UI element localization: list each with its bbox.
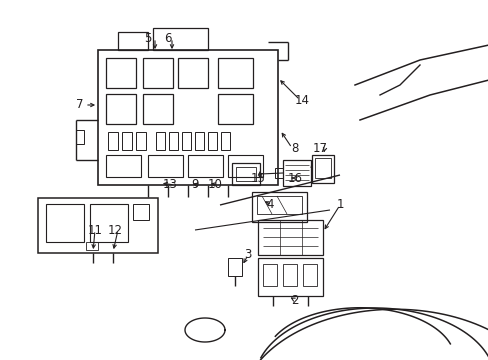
Bar [227,155,263,177]
Bar [218,58,252,88]
Bar [263,264,276,286]
Bar [106,94,136,124]
Bar [142,94,173,124]
Bar [311,155,333,183]
Text: 2: 2 [291,293,298,306]
Bar [106,58,136,88]
Bar [314,158,330,178]
Bar [207,132,217,150]
Bar [221,132,229,150]
Text: 4: 4 [265,198,273,211]
Bar [122,132,132,150]
Bar [76,130,84,144]
Bar [86,242,98,250]
Text: 8: 8 [291,141,298,154]
Bar [251,192,306,222]
Bar [283,160,310,186]
Bar [257,196,302,214]
Bar [182,132,191,150]
Text: 3: 3 [244,248,251,261]
Bar [156,132,164,150]
Bar [303,264,316,286]
Bar [98,50,278,185]
Bar [90,204,128,242]
Bar [231,163,260,185]
Bar [178,58,207,88]
Bar [283,264,296,286]
Text: 17: 17 [312,141,327,154]
Text: 13: 13 [162,179,177,192]
Bar [108,132,118,150]
Bar [258,220,323,255]
Bar [118,32,148,50]
Bar [38,198,158,253]
Bar [218,94,252,124]
Text: 16: 16 [287,171,302,184]
Bar [258,258,323,296]
Bar [133,204,149,220]
Bar [153,28,207,50]
Bar [169,132,178,150]
Text: 6: 6 [164,31,171,45]
Text: 14: 14 [294,94,309,107]
Text: 1: 1 [336,198,343,211]
Bar [148,155,183,177]
Bar [106,155,141,177]
Bar [136,132,146,150]
Text: 10: 10 [207,179,222,192]
Text: 9: 9 [191,179,198,192]
Bar [46,204,84,242]
Bar [236,167,256,181]
Text: 5: 5 [144,31,151,45]
Bar [227,258,242,276]
Bar [274,168,283,178]
Text: 7: 7 [76,99,83,112]
Bar [195,132,203,150]
Text: 11: 11 [87,224,102,237]
Bar [142,58,173,88]
Bar [187,155,223,177]
Text: 15: 15 [250,171,265,184]
Text: 12: 12 [107,224,122,237]
